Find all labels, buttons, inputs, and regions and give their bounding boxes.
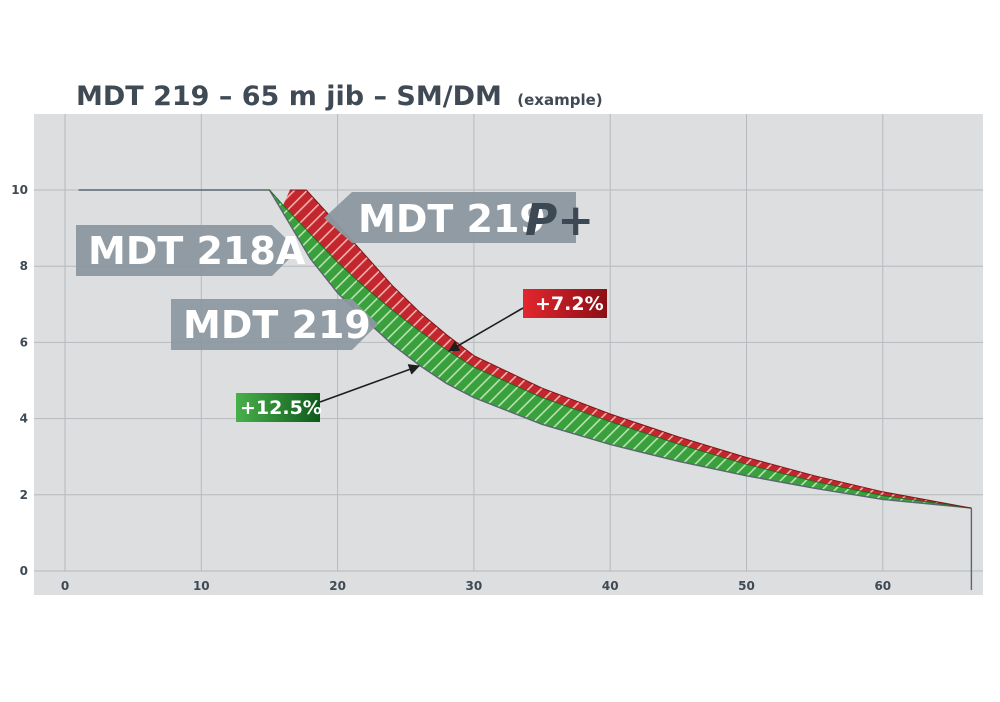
y-tick-label: 4 [20,412,28,426]
y-tick-label: 8 [20,259,28,273]
x-tick-label: 10 [193,579,210,593]
x-tick-label: 30 [466,579,483,593]
p-plus-mark: P+ [525,195,594,246]
band-mdt-219 [269,190,972,509]
y-axis-ticks: 0 2 4 6 8 10 [11,183,28,578]
plot-area [34,114,983,595]
x-axis-ticks: 0 10 20 30 40 50 60 [61,579,891,593]
chart-title-main: MDT 219 – 65 m jib – SM/DM [76,81,502,112]
y-tick-label: 6 [20,335,28,349]
tag-mdt-219-p-plus: MDT 219 P+ [324,192,594,246]
series-line-mdt-218a [78,189,972,509]
x-tick-label: 40 [602,579,619,593]
y-tick-label: 10 [11,183,28,197]
tag-mdt-218a-label: MDT 218A [88,229,306,273]
tag-mdt-219-label: MDT 219 [183,303,371,347]
badge-plus-12-5: +12.5% [236,393,322,422]
arrow-plus-7-2 [448,307,524,352]
x-tick-label: 60 [874,579,891,593]
badge-plus-12-5-label: +12.5% [240,397,322,419]
badge-plus-7-2-label: +7.2% [535,293,604,315]
y-tick-label: 0 [20,564,28,578]
tag-mdt-218a: MDT 218A [76,225,306,276]
x-tick-label: 50 [738,579,755,593]
series-line-mdt-219 [269,189,972,509]
badge-plus-7-2: +7.2% [523,289,607,318]
tag-mdt-219-p-plus-label: MDT 219 [358,197,546,241]
tag-mdt-219: MDT 219 [171,299,378,350]
arrow-plus-12-5 [319,364,421,403]
x-tick-label: 0 [61,579,69,593]
y-tick-label: 2 [20,488,28,502]
chart-title-sub: (example) [517,91,602,109]
chart-title: MDT 219 – 65 m jib – SM/DM (example) [76,81,603,112]
x-tick-label: 20 [329,579,346,593]
